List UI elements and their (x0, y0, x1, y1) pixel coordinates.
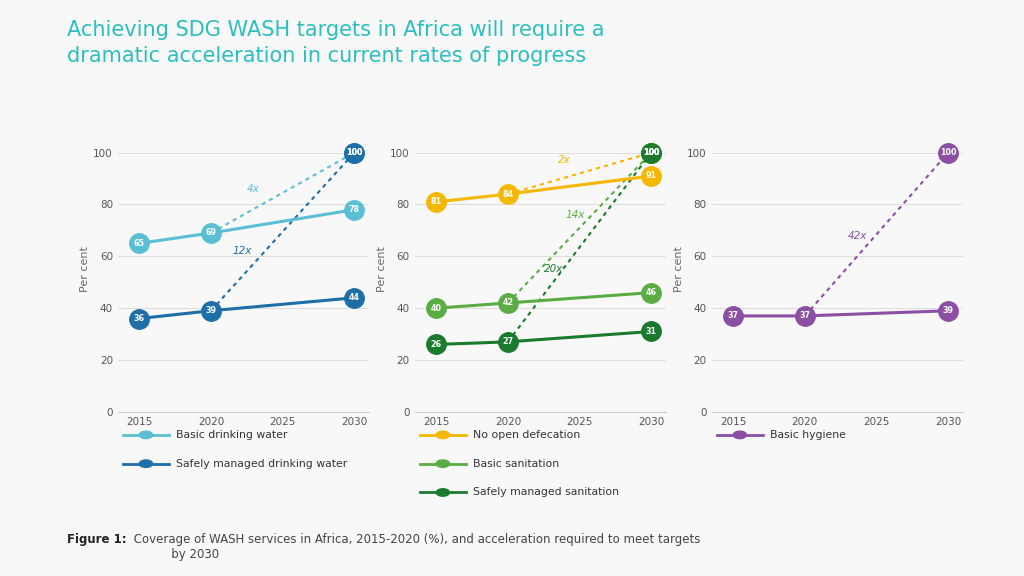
Text: Basic drinking water: Basic drinking water (176, 430, 288, 440)
Text: 100: 100 (643, 148, 659, 157)
Text: Basic hygiene: Basic hygiene (770, 430, 846, 440)
Text: 14x: 14x (565, 210, 585, 220)
Text: 37: 37 (800, 312, 810, 320)
Text: Basic sanitation: Basic sanitation (473, 458, 559, 469)
Text: 37: 37 (728, 312, 738, 320)
Text: 40: 40 (431, 304, 441, 313)
Text: 100: 100 (643, 148, 659, 157)
Text: 100: 100 (643, 148, 659, 157)
Text: Safely managed sanitation: Safely managed sanitation (473, 487, 620, 498)
Text: 26: 26 (431, 340, 441, 349)
Text: Figure 1:: Figure 1: (67, 533, 126, 546)
Text: 81: 81 (431, 198, 441, 206)
Text: 39: 39 (943, 306, 953, 315)
Y-axis label: Per cent: Per cent (81, 247, 90, 292)
Text: 46: 46 (646, 288, 656, 297)
Text: 44: 44 (349, 293, 359, 302)
Text: 42: 42 (503, 298, 513, 308)
Text: Coverage of WASH services in Africa, 2015-2020 (%), and acceleration required to: Coverage of WASH services in Africa, 201… (130, 533, 700, 561)
Text: 100: 100 (346, 148, 362, 157)
Text: 100: 100 (940, 148, 956, 157)
Y-axis label: Per cent: Per cent (378, 247, 387, 292)
Text: Safely managed drinking water: Safely managed drinking water (176, 458, 347, 469)
Text: 36: 36 (134, 314, 144, 323)
Text: 100: 100 (346, 148, 362, 157)
Text: 91: 91 (646, 172, 656, 180)
Text: 65: 65 (134, 239, 144, 248)
Text: No open defecation: No open defecation (473, 430, 581, 440)
Text: 20x: 20x (544, 264, 563, 274)
Text: 2x: 2x (558, 156, 570, 165)
Text: 27: 27 (503, 338, 513, 346)
Y-axis label: Per cent: Per cent (675, 247, 684, 292)
Text: 31: 31 (646, 327, 656, 336)
Text: 84: 84 (503, 190, 513, 199)
Text: 69: 69 (206, 229, 216, 237)
Text: Achieving SDG WASH targets in Africa will require a
dramatic acceleration in cur: Achieving SDG WASH targets in Africa wil… (67, 20, 604, 66)
Text: 12x: 12x (232, 246, 252, 256)
Text: 42x: 42x (848, 230, 867, 241)
Text: 4x: 4x (247, 184, 259, 194)
Text: 39: 39 (206, 306, 216, 315)
Text: 78: 78 (349, 205, 359, 214)
